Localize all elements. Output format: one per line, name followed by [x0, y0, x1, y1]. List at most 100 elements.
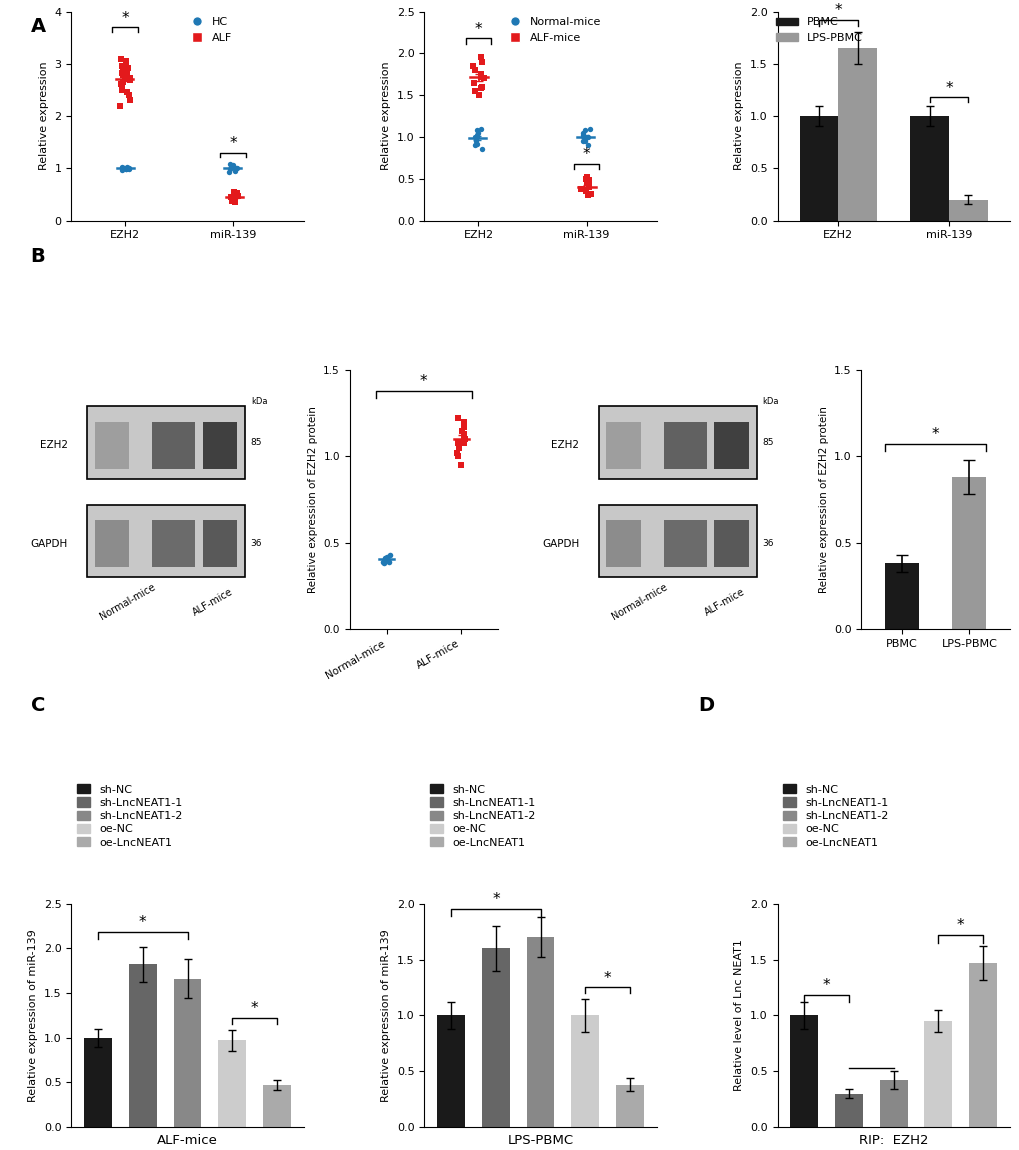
Bar	[952, 477, 985, 629]
Point	[455, 427, 472, 445]
Point	[474, 140, 490, 159]
Point	[453, 421, 470, 439]
Bar	[838, 48, 876, 221]
Bar	[835, 1094, 862, 1127]
Point	[473, 68, 489, 86]
Text: C: C	[31, 696, 45, 715]
Point	[120, 86, 137, 105]
Point	[450, 438, 467, 457]
Point	[452, 455, 469, 474]
Point	[375, 554, 391, 573]
Bar	[884, 564, 918, 629]
Point	[114, 161, 130, 179]
Legend: sh-NC, sh-LncNEAT1-1, sh-LncNEAT1-2, oe-NC, oe-LncNEAT1: sh-NC, sh-LncNEAT1-1, sh-LncNEAT1-2, oe-…	[783, 784, 888, 848]
FancyBboxPatch shape	[87, 406, 245, 478]
Point	[227, 186, 244, 205]
Point	[466, 82, 482, 100]
Text: kDa: kDa	[251, 397, 267, 406]
Point	[379, 551, 395, 569]
Point	[580, 128, 596, 146]
FancyBboxPatch shape	[152, 520, 195, 567]
Text: *: *	[420, 374, 427, 389]
Point	[468, 121, 484, 139]
Point	[221, 163, 237, 182]
Text: *: *	[491, 892, 499, 907]
Point	[112, 75, 128, 93]
Point	[457, 430, 473, 449]
Point	[581, 171, 597, 190]
Text: *: *	[121, 10, 129, 25]
Bar	[948, 200, 986, 221]
Point	[473, 53, 489, 71]
FancyBboxPatch shape	[152, 422, 195, 468]
Text: *: *	[956, 918, 964, 933]
Point	[226, 162, 243, 181]
Text: B: B	[31, 247, 45, 267]
Bar	[218, 1041, 246, 1127]
Bar	[923, 1021, 952, 1127]
Point	[579, 136, 595, 154]
Point	[455, 416, 472, 435]
Point	[578, 182, 594, 200]
Point	[574, 179, 590, 198]
X-axis label: RIP:  EZH2: RIP: EZH2	[858, 1134, 927, 1147]
Point	[225, 190, 242, 208]
Point	[121, 160, 138, 178]
Point	[381, 545, 397, 564]
Point	[471, 86, 487, 105]
Point	[113, 158, 129, 176]
FancyBboxPatch shape	[598, 505, 756, 577]
Point	[573, 179, 589, 198]
Bar	[799, 116, 838, 221]
Point	[227, 159, 244, 177]
Point	[375, 552, 391, 570]
Point	[469, 123, 485, 141]
Legend: Normal-mice, ALF-mice: Normal-mice, ALF-mice	[499, 13, 605, 47]
Point	[114, 78, 130, 97]
Point	[577, 128, 593, 146]
Point	[469, 135, 485, 153]
Text: *: *	[931, 428, 938, 443]
Point	[449, 409, 466, 428]
Text: Normal-mice: Normal-mice	[98, 582, 157, 622]
FancyBboxPatch shape	[713, 520, 748, 567]
Point	[467, 61, 483, 79]
Point	[466, 128, 482, 146]
Point	[473, 120, 489, 138]
Point	[115, 66, 131, 84]
Point	[229, 186, 246, 205]
Point	[468, 132, 484, 151]
Y-axis label: Relative level of Lnc NEAT1: Relative level of Lnc NEAT1	[734, 940, 744, 1091]
Point	[472, 48, 488, 67]
Point	[473, 66, 489, 84]
Text: ALF-mice: ALF-mice	[191, 586, 234, 618]
Point	[114, 159, 130, 177]
Text: 85: 85	[762, 438, 773, 447]
FancyBboxPatch shape	[598, 406, 756, 478]
Point	[449, 434, 466, 452]
Point	[119, 158, 136, 176]
Point	[118, 160, 135, 178]
Y-axis label: Relative expression: Relative expression	[39, 62, 49, 170]
Point	[467, 136, 483, 154]
FancyBboxPatch shape	[95, 520, 129, 567]
FancyBboxPatch shape	[203, 520, 237, 567]
X-axis label: LPS-PBMC: LPS-PBMC	[507, 1134, 573, 1147]
Point	[224, 158, 240, 176]
Bar	[615, 1084, 643, 1127]
Point	[577, 130, 593, 148]
Point	[223, 158, 239, 176]
Point	[448, 444, 465, 462]
Point	[122, 91, 139, 109]
Point	[114, 76, 130, 94]
Text: GAPDH: GAPDH	[542, 538, 579, 549]
Point	[114, 58, 130, 76]
Bar	[173, 979, 201, 1127]
X-axis label: ALF-mice: ALF-mice	[157, 1134, 218, 1147]
Point	[228, 184, 245, 202]
Point	[118, 52, 135, 70]
Point	[222, 160, 238, 178]
Y-axis label: Relative expression of miR-139: Relative expression of miR-139	[381, 929, 391, 1102]
Point	[112, 49, 128, 68]
Legend: sh-NC, sh-LncNEAT1-1, sh-LncNEAT1-2, oe-NC, oe-LncNEAT1: sh-NC, sh-LncNEAT1-1, sh-LncNEAT1-2, oe-…	[76, 784, 182, 848]
